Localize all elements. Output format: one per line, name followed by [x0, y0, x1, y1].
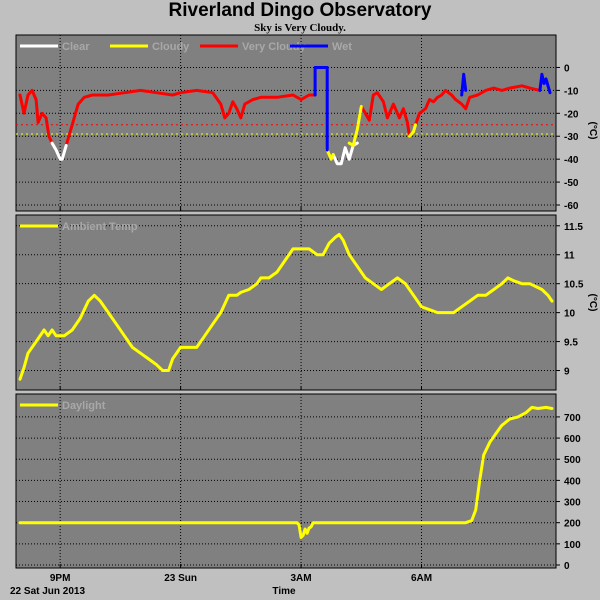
- chart-panel-3: 0 100 200 300 400 500 600 700 Daylight: [15, 393, 581, 572]
- y-axis-label: (°C): [587, 122, 598, 140]
- y-tick-label: 11: [564, 251, 575, 262]
- page-title: Riverland Dingo Observatory: [168, 0, 432, 21]
- date-label: 22 Sat Jun 2013: [10, 586, 85, 597]
- y-tick-label: 700: [564, 413, 581, 424]
- y-tick-label: 500: [564, 455, 581, 466]
- y-tick-label: 100: [564, 540, 581, 551]
- legend-label-wet: Wet: [332, 41, 352, 53]
- y-tick-label: 600: [564, 434, 581, 445]
- series-line-ambient-temp: [18, 233, 554, 381]
- plot-area: [15, 214, 557, 391]
- sky-status-subtitle: Sky is Very Cloudy.: [254, 22, 346, 34]
- y-tick-label: -10: [564, 86, 579, 97]
- time-axis-label: Time: [272, 586, 296, 597]
- y-tick-label: -50: [564, 178, 579, 189]
- legend-label-daylight: Daylight: [62, 400, 106, 412]
- series-line-wet: [313, 66, 329, 152]
- y-tick-label: 0: [564, 63, 570, 74]
- y-tick-label: 10: [564, 309, 576, 320]
- series-line-very-cloudy: [359, 91, 411, 138]
- y-tick-label: 10.5: [564, 280, 584, 291]
- y-tick-label: 11.5: [564, 222, 583, 233]
- y-axis-label: (°C): [587, 294, 598, 312]
- y-tick-label: 9.5: [564, 338, 578, 349]
- series-line-very-cloudy: [64, 88, 317, 147]
- x-tick-label: 9PM: [50, 573, 71, 584]
- y-tick-label: 0: [564, 561, 570, 572]
- plot-area: [15, 34, 557, 212]
- series-line-very-cloudy: [18, 88, 54, 145]
- x-tick-label: 23 Sun: [164, 573, 197, 584]
- legend-label-ambient-temp: Ambient Temp: [62, 221, 138, 233]
- y-tick-label: -60: [564, 201, 579, 212]
- legend-label-cloudy: Cloudy: [152, 41, 190, 53]
- series-line-cloudy: [325, 148, 335, 161]
- y-tick-label: 400: [564, 476, 581, 487]
- series-line-clear: [50, 141, 68, 161]
- y-tick-label: 200: [564, 519, 581, 530]
- series-line-daylight: [18, 405, 554, 539]
- plot-area: [15, 393, 557, 569]
- y-tick-label: -30: [564, 132, 579, 143]
- series-line-cloudy: [347, 104, 363, 147]
- y-tick-label: -40: [564, 155, 579, 166]
- y-tick-label: 9: [564, 367, 570, 378]
- chart-panel-2: 9 9.5 10 10.5 11 11.5 (°C) Ambient Temp: [15, 214, 598, 391]
- chart-panel-1: 0 -10 -20 -30 -40 -50 -60 (°C) Clear Cloudy Very C…: [15, 34, 598, 212]
- x-tick-label: 3AM: [290, 573, 311, 584]
- legend-label-very-cloudy: Very Cloudy: [242, 41, 306, 53]
- series-line-wet: [538, 72, 552, 95]
- x-tick-label: 6AM: [411, 573, 432, 584]
- series-line-very-cloudy: [414, 84, 542, 127]
- legend-label-clear: Clear: [62, 41, 90, 53]
- series-line-cloudy: [408, 123, 417, 138]
- y-tick-label: -20: [564, 109, 579, 120]
- series-line-wet: [460, 72, 468, 97]
- y-tick-label: 300: [564, 498, 581, 509]
